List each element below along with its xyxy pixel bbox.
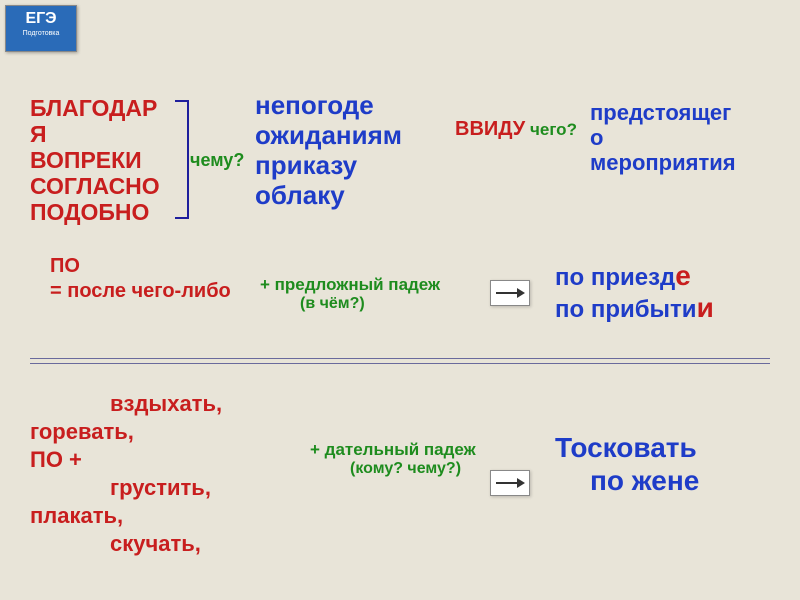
ex2-base: по прибыти xyxy=(555,296,697,323)
noun-m-3: мероприятия xyxy=(590,150,736,175)
verb-3: грустить, xyxy=(30,474,222,502)
prep-3: СОГЛАСНО xyxy=(30,173,160,199)
noun-2: ожиданиям xyxy=(255,120,402,150)
verb-2: горевать, xyxy=(30,418,222,446)
po-plus-label: ПО + xyxy=(30,447,82,472)
case-dative: + дательный падеж xyxy=(310,440,476,460)
noun-4: облаку xyxy=(255,180,402,210)
example-priezde: по приезде xyxy=(555,260,691,292)
ex1-base: по приезд xyxy=(555,264,675,291)
case-prep-q: (в чём?) xyxy=(300,295,365,313)
verbs-group: вздыхать, горевать, ПО + грустить, плака… xyxy=(30,390,222,558)
noun-1: непогоде xyxy=(255,90,402,120)
question-chego: чего? xyxy=(530,120,577,140)
prep-1a: БЛАГОДАР xyxy=(30,95,160,121)
po-label: ПО xyxy=(50,255,80,278)
example-toskovat: Тосковать xyxy=(555,432,697,464)
arrow-icon-2 xyxy=(490,470,530,496)
bracket-icon xyxy=(175,100,189,219)
prep-vvidu: ВВИДУ xyxy=(455,118,525,141)
question-chemu: чему? xyxy=(190,150,244,171)
ex1-end: е xyxy=(675,260,691,291)
logo-badge: ЕГЭ Подготовка xyxy=(5,5,77,52)
prep-1b: Я xyxy=(30,121,160,147)
nouns-group: непогоде ожиданиям приказу облаку xyxy=(255,90,402,210)
example-po-zhene: по жене xyxy=(590,465,699,497)
verb-4: плакать, xyxy=(30,502,222,530)
arrow-icon xyxy=(490,280,530,306)
po-plus: ПО + xyxy=(30,446,222,474)
case-prepositional: + предложный падеж xyxy=(260,275,440,295)
logo-main: ЕГЭ xyxy=(6,10,76,28)
prep-4: ПОДОБНО xyxy=(30,199,160,225)
noun-m-1: предстоящег xyxy=(590,100,736,125)
noun-meropriyatie: предстоящег о мероприятия xyxy=(590,100,736,175)
case-dative-q: (кому? чему?) xyxy=(350,460,461,478)
divider-line xyxy=(30,358,770,359)
logo-sub: Подготовка xyxy=(6,30,76,37)
ex2-end: и xyxy=(697,292,714,323)
verb-5: скучать, xyxy=(30,530,222,558)
prepositions-group: БЛАГОДАР Я ВОПРЕКИ СОГЛАСНО ПОДОБНО xyxy=(30,95,160,225)
prep-2: ВОПРЕКИ xyxy=(30,147,160,173)
noun-3: приказу xyxy=(255,150,402,180)
divider-line-2 xyxy=(30,363,770,364)
noun-m-2: о xyxy=(590,125,736,150)
po-meaning: = после чего-либо xyxy=(50,280,231,303)
example-pribytii: по прибытии xyxy=(555,292,714,324)
verb-1: вздыхать, xyxy=(30,390,222,418)
